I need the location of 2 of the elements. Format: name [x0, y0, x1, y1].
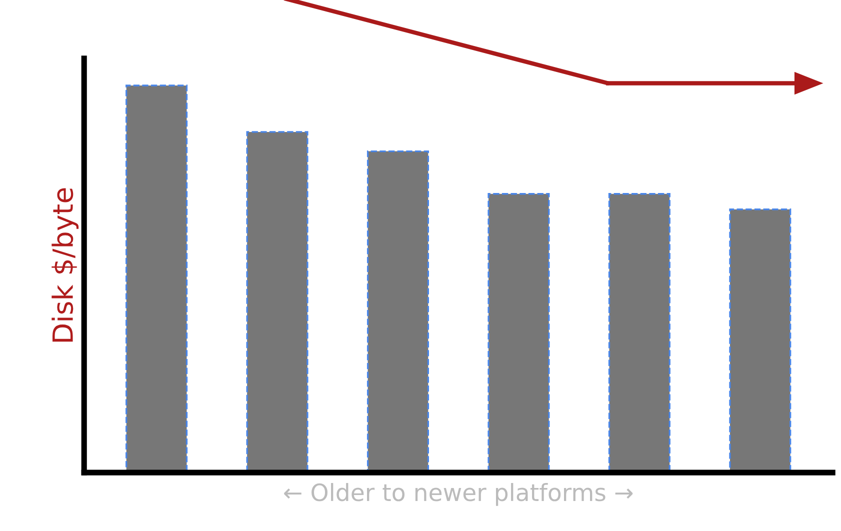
y-axis-title: Disk $/byte	[52, 188, 79, 342]
x-axis-title: ← Older to newer platforms →	[284, 483, 633, 506]
